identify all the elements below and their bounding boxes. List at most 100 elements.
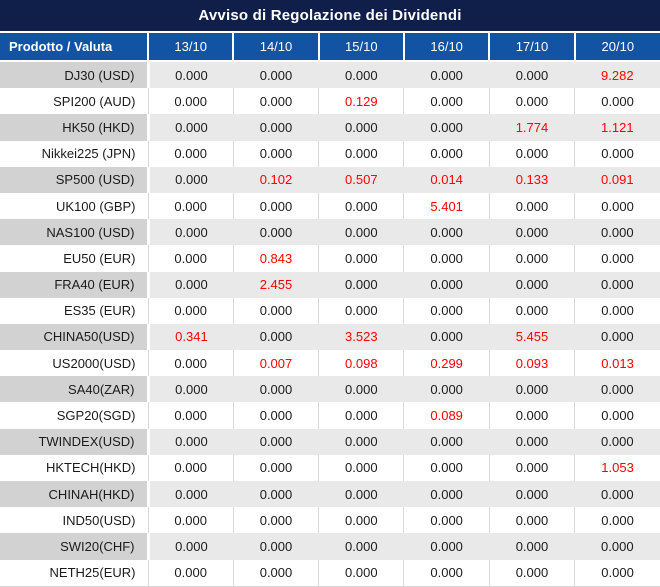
value-cell: 0.000 bbox=[574, 481, 660, 508]
value-cell: 0.000 bbox=[489, 219, 575, 246]
column-header-product: Prodotto / Valuta bbox=[0, 33, 148, 62]
value-cell: 0.000 bbox=[233, 219, 319, 246]
table-row: HKTECH(HKD) 0.000 0.000 0.000 0.000 0.000 1.05… bbox=[0, 454, 660, 482]
table-row: DJ30 (USD) 0.000 0.000 0.000 0.000 0.000 9.282 bbox=[0, 61, 660, 89]
value-cell: 0.000 bbox=[574, 245, 660, 272]
value-cell: 0.000 bbox=[403, 481, 490, 508]
value-cell: 0.000 bbox=[574, 323, 660, 351]
table-row: NAS100 (USD) 0.000 0.000 0.000 0.000 0.000 0.0… bbox=[0, 219, 660, 246]
table-row: SGP20(SGD) 0.000 0.000 0.000 0.089 0.000 0.000 bbox=[0, 402, 660, 429]
value-cell: 0.000 bbox=[403, 454, 490, 482]
value-cell: 0.299 bbox=[403, 350, 490, 377]
value-cell: 0.000 bbox=[148, 350, 234, 377]
value-cell: 0.000 bbox=[233, 559, 320, 587]
value-cell: 2.455 bbox=[233, 271, 319, 298]
value-cell: 0.091 bbox=[574, 166, 660, 193]
value-cell: 0.000 bbox=[489, 559, 576, 587]
value-cell: 0.000 bbox=[318, 428, 404, 455]
value-cell: 0.000 bbox=[489, 88, 576, 115]
value-cell: 0.000 bbox=[318, 454, 405, 482]
product-cell: CHINAH(HKD) bbox=[0, 481, 150, 508]
value-cell: 0.000 bbox=[574, 428, 660, 455]
value-cell: 0.013 bbox=[574, 350, 660, 377]
product-cell: Nikkei225 (JPN) bbox=[0, 140, 149, 167]
value-cell: 0.000 bbox=[489, 428, 575, 455]
value-cell: 0.000 bbox=[318, 297, 405, 324]
value-cell: 1.774 bbox=[489, 114, 575, 141]
product-cell: SWI20(CHF) bbox=[0, 533, 150, 560]
table-row: NETH25(EUR) 0.000 0.000 0.000 0.000 0.000 0.00… bbox=[0, 559, 660, 587]
value-cell: 0.000 bbox=[574, 533, 660, 560]
value-cell: 0.843 bbox=[233, 245, 320, 272]
value-cell: 0.000 bbox=[233, 376, 319, 403]
product-cell: HKTECH(HKD) bbox=[0, 454, 149, 482]
value-cell: 0.000 bbox=[403, 140, 490, 167]
product-cell: TWINDEX(USD) bbox=[0, 428, 150, 455]
value-cell: 0.000 bbox=[489, 481, 575, 508]
table-row: US2000(USD) 0.000 0.007 0.098 0.299 0.093 0.01… bbox=[0, 350, 660, 377]
value-cell: 0.093 bbox=[489, 350, 576, 377]
product-cell: FRA40 (EUR) bbox=[0, 271, 150, 298]
value-cell: 0.000 bbox=[403, 533, 490, 560]
value-cell: 0.000 bbox=[489, 533, 575, 560]
value-cell: 0.000 bbox=[574, 376, 660, 403]
table-row: CHINA50(USD) 0.341 0.000 3.523 0.000 5.455 0.0… bbox=[0, 323, 660, 351]
value-cell: 0.000 bbox=[233, 323, 319, 351]
value-cell: 0.098 bbox=[318, 350, 405, 377]
product-cell: DJ30 (USD) bbox=[0, 61, 150, 89]
product-cell: SGP20(SGD) bbox=[0, 402, 149, 429]
page-title: Avviso di Regolazione dei Dividendi bbox=[0, 0, 660, 33]
product-cell: HK50 (HKD) bbox=[0, 114, 150, 141]
value-cell: 0.000 bbox=[574, 219, 660, 246]
value-cell: 0.000 bbox=[148, 245, 234, 272]
value-cell: 0.133 bbox=[489, 166, 575, 193]
table-row: SP500 (USD) 0.000 0.102 0.507 0.014 0.133 0.09… bbox=[0, 166, 660, 193]
table-row: UK100 (GBP) 0.000 0.000 0.000 5.401 0.000 0.00… bbox=[0, 192, 660, 220]
value-cell: 5.401 bbox=[403, 192, 490, 220]
table-row: ES35 (EUR) 0.000 0.000 0.000 0.000 0.000 0.000 bbox=[0, 297, 660, 324]
value-cell: 0.000 bbox=[318, 245, 405, 272]
product-cell: SP500 (USD) bbox=[0, 166, 150, 193]
value-cell: 0.000 bbox=[148, 61, 234, 89]
value-cell: 0.014 bbox=[403, 166, 490, 193]
product-cell: US2000(USD) bbox=[0, 350, 149, 377]
value-cell: 0.000 bbox=[489, 245, 576, 272]
value-cell: 0.000 bbox=[233, 533, 319, 560]
value-cell: 9.282 bbox=[574, 61, 660, 89]
value-cell: 0.000 bbox=[318, 507, 405, 534]
value-cell: 0.000 bbox=[233, 507, 320, 534]
product-cell: SPI200 (AUD) bbox=[0, 88, 149, 115]
value-cell: 0.000 bbox=[318, 481, 404, 508]
value-cell: 0.341 bbox=[148, 323, 234, 351]
value-cell: 0.000 bbox=[318, 271, 404, 298]
value-cell: 0.000 bbox=[403, 428, 490, 455]
product-cell: EU50 (EUR) bbox=[0, 245, 149, 272]
value-cell: 0.102 bbox=[233, 166, 319, 193]
value-cell: 0.000 bbox=[403, 297, 490, 324]
column-header-date: 17/10 bbox=[488, 33, 575, 62]
header-row: Prodotto / Valuta 13/10 14/10 15/10 16/10 17… bbox=[0, 33, 660, 62]
value-cell: 0.000 bbox=[233, 402, 320, 429]
product-cell: SA40(ZAR) bbox=[0, 376, 150, 403]
value-cell: 0.000 bbox=[318, 402, 405, 429]
value-cell: 0.000 bbox=[148, 507, 234, 534]
value-cell: 0.000 bbox=[318, 114, 404, 141]
value-cell: 0.000 bbox=[148, 114, 234, 141]
value-cell: 0.000 bbox=[318, 559, 405, 587]
column-header-date: 20/10 bbox=[573, 33, 660, 62]
value-cell: 3.523 bbox=[318, 323, 404, 351]
value-cell: 0.000 bbox=[403, 114, 490, 141]
table-row: SA40(ZAR) 0.000 0.000 0.000 0.000 0.000 0.000 bbox=[0, 376, 660, 403]
value-cell: 0.000 bbox=[148, 533, 234, 560]
value-cell: 0.000 bbox=[318, 533, 404, 560]
value-cell: 0.000 bbox=[318, 219, 404, 246]
value-cell: 0.000 bbox=[148, 297, 234, 324]
value-cell: 0.000 bbox=[318, 140, 405, 167]
value-cell: 0.000 bbox=[489, 507, 576, 534]
value-cell: 0.000 bbox=[318, 192, 405, 220]
table-row: SPI200 (AUD) 0.000 0.000 0.129 0.000 0.000 0.0… bbox=[0, 88, 660, 115]
value-cell: 0.000 bbox=[489, 402, 576, 429]
value-cell: 0.507 bbox=[318, 166, 404, 193]
value-cell: 0.000 bbox=[403, 271, 490, 298]
